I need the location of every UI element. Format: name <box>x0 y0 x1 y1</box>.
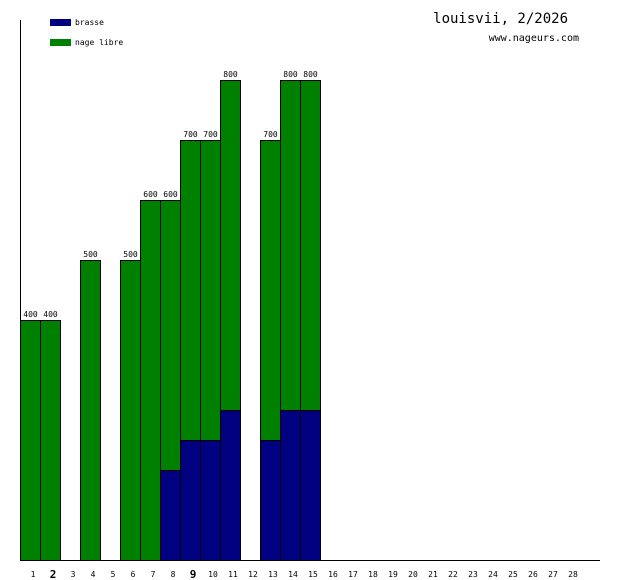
bar-segment-nage-libre-9 <box>180 140 201 441</box>
x-tick-label-28: 28 <box>568 570 578 579</box>
value-label-1: 400 <box>23 310 38 319</box>
x-tick-label-20: 20 <box>408 570 418 579</box>
value-label-4: 500 <box>83 250 98 259</box>
bar-segment-nage-libre-2 <box>40 320 61 561</box>
bar-segment-brasse-11 <box>220 410 241 561</box>
x-tick-label-12: 12 <box>248 570 258 579</box>
bar-segment-nage-libre-13 <box>260 140 281 441</box>
x-tick-label-27: 27 <box>548 570 558 579</box>
x-tick-label-3: 3 <box>71 570 76 579</box>
x-tick-label-26: 26 <box>528 570 538 579</box>
x-tick-label-18: 18 <box>368 570 378 579</box>
value-label-9: 700 <box>183 130 198 139</box>
legend-swatch-brasse <box>50 19 71 26</box>
bars-group <box>20 80 321 561</box>
legend: brasse nage libre <box>50 18 123 47</box>
bar-segment-brasse-13 <box>260 440 281 561</box>
value-label-14: 800 <box>283 70 298 79</box>
bar-segment-nage-libre-10 <box>200 140 221 441</box>
x-tick-label-19: 19 <box>388 570 398 579</box>
x-tick-label-15: 15 <box>308 570 318 579</box>
value-label-2: 400 <box>43 310 58 319</box>
x-tick-label-16: 16 <box>328 570 338 579</box>
bar-segment-nage-libre-14 <box>280 80 301 411</box>
value-label-11: 800 <box>223 70 238 79</box>
site-url: www.nageurs.com <box>489 33 579 44</box>
x-tick-label-5: 5 <box>111 570 116 579</box>
bar-segment-nage-libre-15 <box>300 80 321 411</box>
x-tick-label-25: 25 <box>508 570 518 579</box>
value-label-15: 800 <box>303 70 318 79</box>
x-tick-label-17: 17 <box>348 570 358 579</box>
bar-segment-brasse-8 <box>160 470 181 561</box>
x-tick-label-21: 21 <box>428 570 438 579</box>
bar-segment-nage-libre-6 <box>120 260 141 561</box>
bar-segment-brasse-14 <box>280 410 301 561</box>
bar-segment-nage-libre-11 <box>220 80 241 411</box>
x-tick-label-9: 9 <box>190 568 197 580</box>
x-tick-label-24: 24 <box>488 570 498 579</box>
bar-segment-nage-libre-1 <box>20 320 41 561</box>
legend-label-brasse: brasse <box>75 18 104 27</box>
bar-segment-brasse-10 <box>200 440 221 561</box>
x-tick-label-22: 22 <box>448 570 458 579</box>
bar-segment-nage-libre-4 <box>80 260 101 561</box>
value-label-7: 600 <box>143 190 158 199</box>
bar-segment-nage-libre-8 <box>160 200 181 471</box>
x-tick-label-6: 6 <box>131 570 136 579</box>
x-tick-labels-group: 1 2 3 4 5 6 7 8 9 10 11 12 13 14 15 16 17 18 19 20 21 22 23 24 2… <box>31 568 578 580</box>
x-tick-label-4: 4 <box>91 570 96 579</box>
x-tick-label-8: 8 <box>171 570 176 579</box>
value-labels-group: 400 400 500 500 600 600 700 700 800 700 800 800 <box>23 70 318 319</box>
x-tick-label-10: 10 <box>208 570 218 579</box>
legend-label-nage-libre: nage libre <box>75 38 123 47</box>
bar-segment-nage-libre-7 <box>140 200 161 561</box>
x-tick-label-7: 7 <box>151 570 156 579</box>
x-tick-label-11: 11 <box>228 570 238 579</box>
bar-segment-brasse-9 <box>180 440 201 561</box>
value-label-13: 700 <box>263 130 278 139</box>
value-label-6: 500 <box>123 250 138 259</box>
value-label-10: 700 <box>203 130 218 139</box>
legend-swatch-nage-libre <box>50 39 71 46</box>
value-label-8: 600 <box>163 190 178 199</box>
x-tick-label-14: 14 <box>288 570 298 579</box>
x-tick-label-1: 1 <box>31 570 36 579</box>
x-tick-label-13: 13 <box>268 570 278 579</box>
chart-title: louisvii, 2/2026 <box>433 11 568 27</box>
x-tick-label-23: 23 <box>468 570 478 579</box>
bar-segment-brasse-15 <box>300 410 321 561</box>
x-tick-label-2: 2 <box>50 568 57 580</box>
